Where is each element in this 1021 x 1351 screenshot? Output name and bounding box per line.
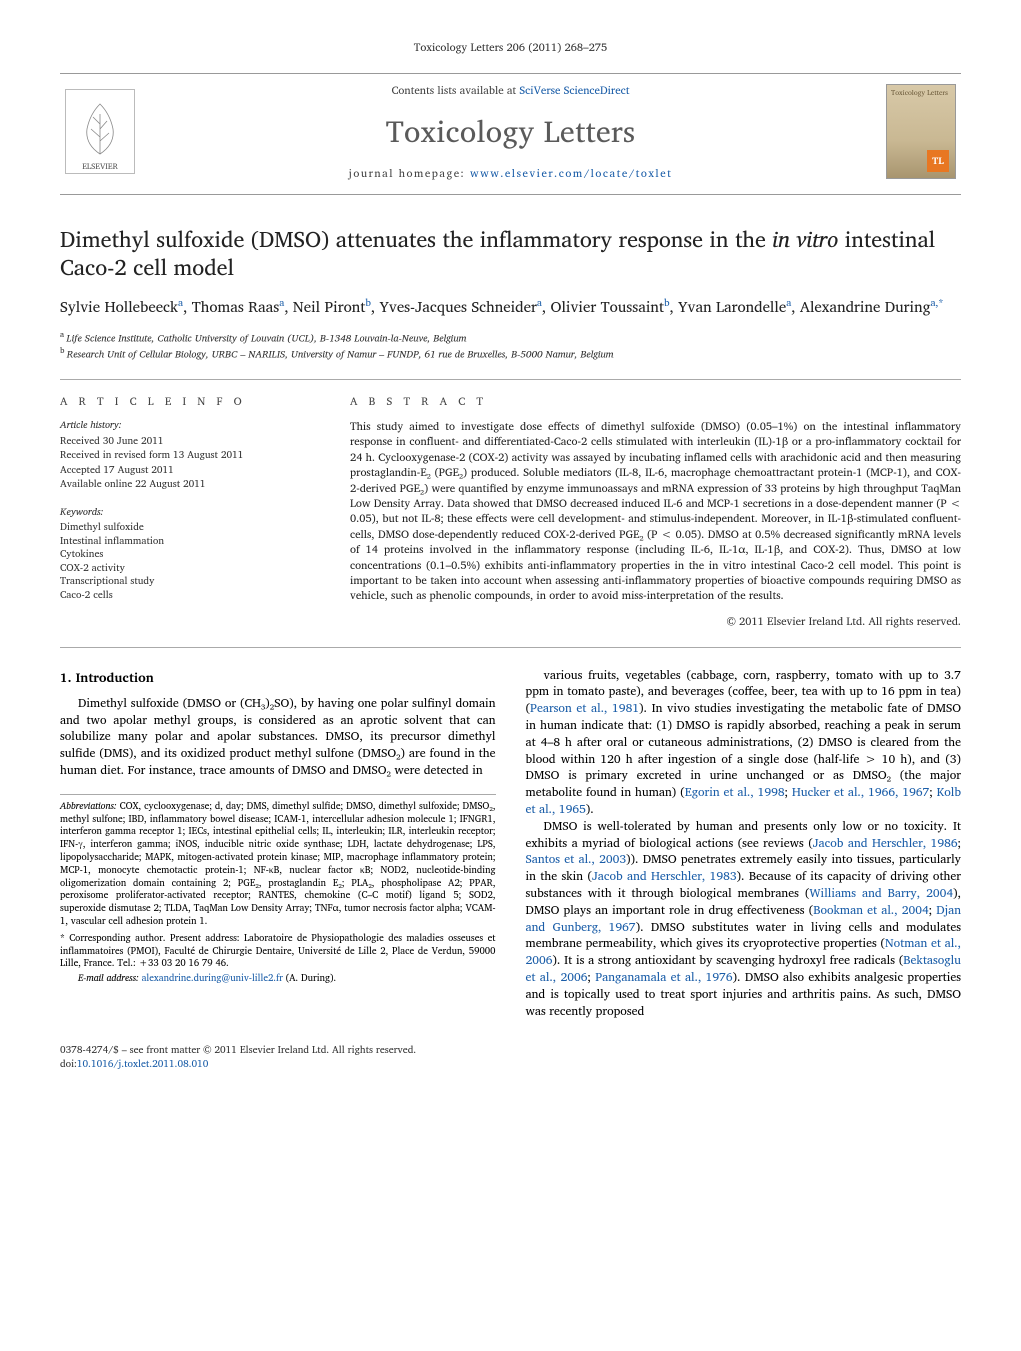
contents-line: Contents lists available at SciVerse Sci… bbox=[140, 83, 881, 98]
citation-link[interactable]: Pearson et al., 1981 bbox=[530, 699, 639, 718]
author-affiliation-marker: b bbox=[365, 295, 371, 311]
abbrev-text: COX, cyclooxygenase; d, day; DMS, dimeth… bbox=[60, 799, 496, 929]
intro-paragraph-3: DMSO is well-tolerated by human and pres… bbox=[526, 819, 962, 1021]
doi-link[interactable]: 10.1016/j.toxlet.2011.08.010 bbox=[77, 1056, 208, 1072]
masthead: ELSEVIER Contents lists available at Sci… bbox=[60, 73, 961, 195]
homepage-link[interactable]: www.elsevier.com/locate/toxlet bbox=[470, 164, 672, 182]
email-label: E-mail address: bbox=[78, 971, 139, 986]
author-affiliation-marker: a bbox=[178, 295, 183, 311]
citation-link[interactable]: Panganamala et al., 1976 bbox=[595, 968, 732, 987]
author: Olivier Toussaintb bbox=[551, 294, 670, 319]
sciencedirect-link[interactable]: SciVerse ScienceDirect bbox=[519, 81, 629, 99]
author: Thomas Raasa bbox=[192, 294, 285, 319]
history-item: Accepted 17 August 2011 bbox=[60, 464, 320, 478]
citation-link[interactable]: Egorin et al., 1998 bbox=[685, 783, 785, 802]
intro-paragraph-2: various fruits, vegetables (cabbage, cor… bbox=[526, 668, 962, 819]
abbreviations-footnote: Abbreviations: COX, cyclooxygenase; d, d… bbox=[60, 801, 496, 929]
doi-prefix: doi: bbox=[60, 1056, 77, 1072]
author: Sylvie Hollebeecka bbox=[60, 294, 183, 319]
article-title: Dimethyl sulfoxide (DMSO) attenuates the… bbox=[60, 225, 961, 282]
abstract-text: This study aimed to investigate dose eff… bbox=[350, 419, 961, 604]
homepage-line: journal homepage: www.elsevier.com/locat… bbox=[140, 166, 881, 181]
journal-name: Toxicology Letters bbox=[140, 112, 881, 153]
body-columns: 1. Introduction Dimethyl sulfoxide (DMSO… bbox=[60, 668, 961, 1021]
article-info-column: a r t i c l e i n f o Article history: R… bbox=[60, 394, 320, 628]
homepage-prefix: journal homepage: bbox=[349, 164, 470, 182]
affiliation: a Life Science Institute, Catholic Unive… bbox=[60, 329, 961, 345]
author: Neil Pirontb bbox=[293, 294, 371, 319]
elsevier-logo: ELSEVIER bbox=[65, 89, 135, 174]
journal-cover-box: Toxicology Letters TL bbox=[881, 82, 961, 182]
author-affiliation-marker: a bbox=[279, 295, 284, 311]
author: Alexandrine Duringa,* bbox=[800, 294, 943, 319]
footnotes: Abbreviations: COX, cyclooxygenase; d, d… bbox=[60, 794, 496, 986]
cover-title: Toxicology Letters bbox=[891, 89, 951, 98]
author-affiliation-marker: a bbox=[537, 295, 542, 311]
affiliations: a Life Science Institute, Catholic Unive… bbox=[60, 329, 961, 362]
running-head: Toxicology Letters 206 (2011) 268–275 bbox=[60, 40, 961, 55]
history-item: Received in revised form 13 August 2011 bbox=[60, 449, 320, 463]
history-item: Received 30 June 2011 bbox=[60, 435, 320, 449]
author-affiliation-marker: a,* bbox=[930, 295, 943, 311]
elsevier-tree-icon bbox=[75, 99, 125, 159]
keyword: Caco-2 cells bbox=[60, 589, 320, 603]
column-right: various fruits, vegetables (cabbage, cor… bbox=[526, 668, 962, 1021]
email-footnote: E-mail address: alexandrine.during@univ-… bbox=[60, 973, 496, 986]
cover-badge: TL bbox=[927, 150, 949, 172]
publisher-name: ELSEVIER bbox=[82, 161, 118, 172]
citation-link[interactable]: Bookman et al., 2004 bbox=[813, 901, 929, 920]
author-affiliation-marker: b bbox=[664, 295, 670, 311]
citation-link[interactable]: Jacob and Herschler, 1983 bbox=[592, 867, 737, 886]
title-part-italic: in vitro bbox=[772, 221, 838, 257]
intro-paragraph-1: Dimethyl sulfoxide (DMSO or (CH₃)₂SO), b… bbox=[60, 696, 496, 780]
keywords-label: Keywords: bbox=[60, 506, 320, 520]
citation-link[interactable]: Bektasoglu et al., 2006 bbox=[526, 951, 962, 987]
citation-link[interactable]: Jacob and Herschler, 1986 bbox=[813, 834, 958, 853]
author: Yvan Larondellea bbox=[678, 294, 791, 319]
author: Yves-Jacques Schneidera bbox=[380, 294, 542, 319]
history-label: Article history: bbox=[60, 419, 320, 433]
doi-line: doi:10.1016/j.toxlet.2011.08.010 bbox=[60, 1058, 961, 1072]
section-1-heading: 1. Introduction bbox=[60, 668, 496, 686]
authors-list: Sylvie Hollebeecka, Thomas Raasa, Neil P… bbox=[60, 296, 961, 319]
publisher-logo-box: ELSEVIER bbox=[60, 87, 140, 177]
history-item: Available online 22 August 2011 bbox=[60, 478, 320, 492]
article-info-heading: a r t i c l e i n f o bbox=[60, 394, 320, 409]
abstract-column: a b s t r a c t This study aimed to inve… bbox=[350, 394, 961, 628]
page-footer: 0378-4274/$ – see front matter © 2011 El… bbox=[60, 1044, 961, 1071]
journal-cover: Toxicology Letters TL bbox=[886, 84, 956, 179]
citation-link[interactable]: Notman et al., 2006 bbox=[526, 934, 962, 970]
divider-bottom bbox=[60, 647, 961, 648]
email-link[interactable]: alexandrine.during@univ-lille2.fr bbox=[142, 971, 283, 986]
author-affiliation-marker: a bbox=[786, 295, 791, 311]
abstract-copyright: © 2011 Elsevier Ireland Ltd. All rights … bbox=[350, 614, 961, 629]
column-left: 1. Introduction Dimethyl sulfoxide (DMSO… bbox=[60, 668, 496, 1021]
corresponding-author-footnote: * Corresponding author. Present address:… bbox=[60, 933, 496, 971]
abstract-heading: a b s t r a c t bbox=[350, 394, 961, 409]
contents-prefix: Contents lists available at bbox=[392, 81, 520, 99]
email-suffix: (A. During). bbox=[283, 971, 336, 986]
affiliation: b Research Unit of Cellular Biology, URB… bbox=[60, 345, 961, 361]
masthead-center: Contents lists available at SciVerse Sci… bbox=[140, 83, 881, 181]
divider-top bbox=[60, 379, 961, 380]
citation-link[interactable]: Hucker et al., 1966, 1967 bbox=[792, 783, 930, 802]
meta-row: a r t i c l e i n f o Article history: R… bbox=[60, 394, 961, 628]
